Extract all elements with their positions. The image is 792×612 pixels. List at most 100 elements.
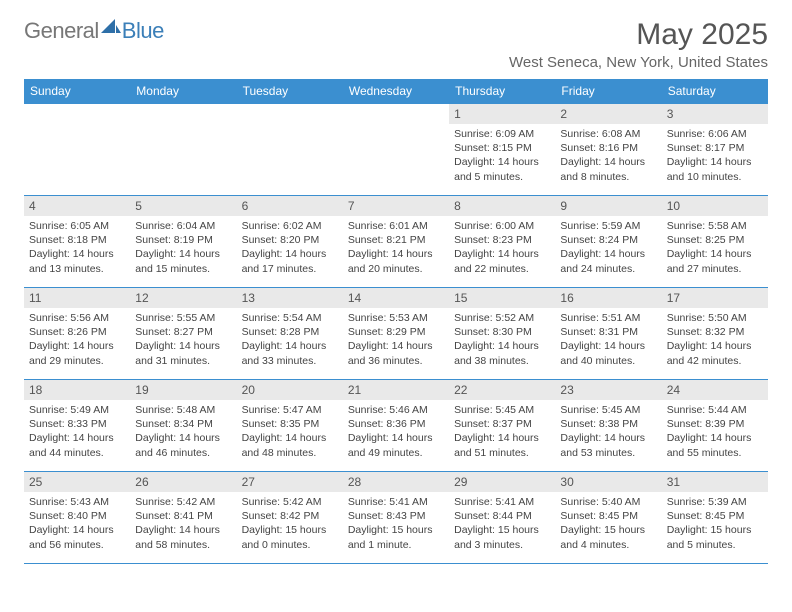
- calendar-cell: [343, 104, 449, 196]
- logo: General Blue: [24, 18, 164, 44]
- cell-body: Sunrise: 5:55 AMSunset: 8:27 PMDaylight:…: [130, 308, 236, 371]
- sunrise-text: Sunrise: 6:01 AM: [348, 219, 444, 233]
- calendar-week-row: 11Sunrise: 5:56 AMSunset: 8:26 PMDayligh…: [24, 288, 768, 380]
- sunrise-text: Sunrise: 5:50 AM: [667, 311, 763, 325]
- day-number: 14: [343, 288, 449, 308]
- cell-body: Sunrise: 5:54 AMSunset: 8:28 PMDaylight:…: [237, 308, 343, 371]
- sunrise-text: Sunrise: 6:00 AM: [454, 219, 550, 233]
- calendar-cell: 8Sunrise: 6:00 AMSunset: 8:23 PMDaylight…: [449, 196, 555, 288]
- sunset-text: Sunset: 8:20 PM: [242, 233, 338, 247]
- sunrise-text: Sunrise: 6:02 AM: [242, 219, 338, 233]
- sunrise-text: Sunrise: 5:44 AM: [667, 403, 763, 417]
- cell-body: Sunrise: 5:40 AMSunset: 8:45 PMDaylight:…: [555, 492, 661, 555]
- day-number: 10: [662, 196, 768, 216]
- daylight-text: Daylight: 14 hours and 51 minutes.: [454, 431, 550, 459]
- sunrise-text: Sunrise: 5:40 AM: [560, 495, 656, 509]
- calendar-cell: 9Sunrise: 5:59 AMSunset: 8:24 PMDaylight…: [555, 196, 661, 288]
- sunset-text: Sunset: 8:45 PM: [560, 509, 656, 523]
- calendar-cell: 16Sunrise: 5:51 AMSunset: 8:31 PMDayligh…: [555, 288, 661, 380]
- cell-body: Sunrise: 5:51 AMSunset: 8:31 PMDaylight:…: [555, 308, 661, 371]
- day-number: 24: [662, 380, 768, 400]
- sunset-text: Sunset: 8:29 PM: [348, 325, 444, 339]
- daylight-text: Daylight: 14 hours and 49 minutes.: [348, 431, 444, 459]
- calendar-cell: 17Sunrise: 5:50 AMSunset: 8:32 PMDayligh…: [662, 288, 768, 380]
- daylight-text: Daylight: 14 hours and 36 minutes.: [348, 339, 444, 367]
- cell-body: Sunrise: 5:53 AMSunset: 8:29 PMDaylight:…: [343, 308, 449, 371]
- calendar-week-row: 1Sunrise: 6:09 AMSunset: 8:15 PMDaylight…: [24, 104, 768, 196]
- daylight-text: Daylight: 15 hours and 4 minutes.: [560, 523, 656, 551]
- cell-body: Sunrise: 6:00 AMSunset: 8:23 PMDaylight:…: [449, 216, 555, 279]
- day-number: 15: [449, 288, 555, 308]
- sunset-text: Sunset: 8:35 PM: [242, 417, 338, 431]
- calendar-cell: 19Sunrise: 5:48 AMSunset: 8:34 PMDayligh…: [130, 380, 236, 472]
- day-number: 11: [24, 288, 130, 308]
- daylight-text: Daylight: 14 hours and 46 minutes.: [135, 431, 231, 459]
- calendar-cell: 24Sunrise: 5:44 AMSunset: 8:39 PMDayligh…: [662, 380, 768, 472]
- calendar-week-row: 18Sunrise: 5:49 AMSunset: 8:33 PMDayligh…: [24, 380, 768, 472]
- daylight-text: Daylight: 14 hours and 44 minutes.: [29, 431, 125, 459]
- daylight-text: Daylight: 15 hours and 5 minutes.: [667, 523, 763, 551]
- cell-body: Sunrise: 5:45 AMSunset: 8:37 PMDaylight:…: [449, 400, 555, 463]
- sunrise-text: Sunrise: 5:43 AM: [29, 495, 125, 509]
- sunrise-text: Sunrise: 5:58 AM: [667, 219, 763, 233]
- calendar-cell: 6Sunrise: 6:02 AMSunset: 8:20 PMDaylight…: [237, 196, 343, 288]
- daylight-text: Daylight: 14 hours and 55 minutes.: [667, 431, 763, 459]
- calendar-cell: 27Sunrise: 5:42 AMSunset: 8:42 PMDayligh…: [237, 472, 343, 564]
- calendar-cell: [130, 104, 236, 196]
- weekday-header: Sunday: [24, 79, 130, 104]
- cell-body: Sunrise: 5:59 AMSunset: 8:24 PMDaylight:…: [555, 216, 661, 279]
- sunrise-text: Sunrise: 5:52 AM: [454, 311, 550, 325]
- cell-body: Sunrise: 5:49 AMSunset: 8:33 PMDaylight:…: [24, 400, 130, 463]
- calendar-cell: 18Sunrise: 5:49 AMSunset: 8:33 PMDayligh…: [24, 380, 130, 472]
- sunset-text: Sunset: 8:42 PM: [242, 509, 338, 523]
- sunset-text: Sunset: 8:45 PM: [667, 509, 763, 523]
- sunrise-text: Sunrise: 5:54 AM: [242, 311, 338, 325]
- calendar-cell: 11Sunrise: 5:56 AMSunset: 8:26 PMDayligh…: [24, 288, 130, 380]
- day-number: 20: [237, 380, 343, 400]
- day-number: 31: [662, 472, 768, 492]
- sunrise-text: Sunrise: 6:06 AM: [667, 127, 763, 141]
- day-number: 9: [555, 196, 661, 216]
- sunset-text: Sunset: 8:36 PM: [348, 417, 444, 431]
- sunset-text: Sunset: 8:32 PM: [667, 325, 763, 339]
- logo-text-1: General: [24, 18, 99, 44]
- calendar-cell: 20Sunrise: 5:47 AMSunset: 8:35 PMDayligh…: [237, 380, 343, 472]
- calendar-cell: 30Sunrise: 5:40 AMSunset: 8:45 PMDayligh…: [555, 472, 661, 564]
- calendar-cell: 2Sunrise: 6:08 AMSunset: 8:16 PMDaylight…: [555, 104, 661, 196]
- sunset-text: Sunset: 8:44 PM: [454, 509, 550, 523]
- cell-body: Sunrise: 6:08 AMSunset: 8:16 PMDaylight:…: [555, 124, 661, 187]
- day-number: 29: [449, 472, 555, 492]
- calendar-cell: 26Sunrise: 5:42 AMSunset: 8:41 PMDayligh…: [130, 472, 236, 564]
- day-number: 4: [24, 196, 130, 216]
- sunset-text: Sunset: 8:37 PM: [454, 417, 550, 431]
- title-block: May 2025 West Seneca, New York, United S…: [509, 18, 768, 71]
- sunrise-text: Sunrise: 5:59 AM: [560, 219, 656, 233]
- calendar-cell: 4Sunrise: 6:05 AMSunset: 8:18 PMDaylight…: [24, 196, 130, 288]
- weekday-header: Friday: [555, 79, 661, 104]
- daylight-text: Daylight: 14 hours and 8 minutes.: [560, 155, 656, 183]
- calendar-cell: 22Sunrise: 5:45 AMSunset: 8:37 PMDayligh…: [449, 380, 555, 472]
- calendar-cell: 14Sunrise: 5:53 AMSunset: 8:29 PMDayligh…: [343, 288, 449, 380]
- day-number: 8: [449, 196, 555, 216]
- daylight-text: Daylight: 15 hours and 3 minutes.: [454, 523, 550, 551]
- cell-body: Sunrise: 5:46 AMSunset: 8:36 PMDaylight:…: [343, 400, 449, 463]
- cell-body: Sunrise: 6:01 AMSunset: 8:21 PMDaylight:…: [343, 216, 449, 279]
- sunset-text: Sunset: 8:28 PM: [242, 325, 338, 339]
- cell-body: Sunrise: 5:45 AMSunset: 8:38 PMDaylight:…: [555, 400, 661, 463]
- sunrise-text: Sunrise: 5:42 AM: [242, 495, 338, 509]
- calendar-cell: 3Sunrise: 6:06 AMSunset: 8:17 PMDaylight…: [662, 104, 768, 196]
- daylight-text: Daylight: 14 hours and 29 minutes.: [29, 339, 125, 367]
- weekday-header-row: Sunday Monday Tuesday Wednesday Thursday…: [24, 79, 768, 104]
- sunrise-text: Sunrise: 5:41 AM: [348, 495, 444, 509]
- weekday-header: Wednesday: [343, 79, 449, 104]
- calendar-cell: [24, 104, 130, 196]
- day-number: 6: [237, 196, 343, 216]
- sunset-text: Sunset: 8:30 PM: [454, 325, 550, 339]
- weekday-header: Monday: [130, 79, 236, 104]
- sunset-text: Sunset: 8:15 PM: [454, 141, 550, 155]
- day-number: 7: [343, 196, 449, 216]
- day-number: 27: [237, 472, 343, 492]
- header: General Blue May 2025 West Seneca, New Y…: [24, 18, 768, 71]
- daylight-text: Daylight: 14 hours and 53 minutes.: [560, 431, 656, 459]
- daylight-text: Daylight: 14 hours and 10 minutes.: [667, 155, 763, 183]
